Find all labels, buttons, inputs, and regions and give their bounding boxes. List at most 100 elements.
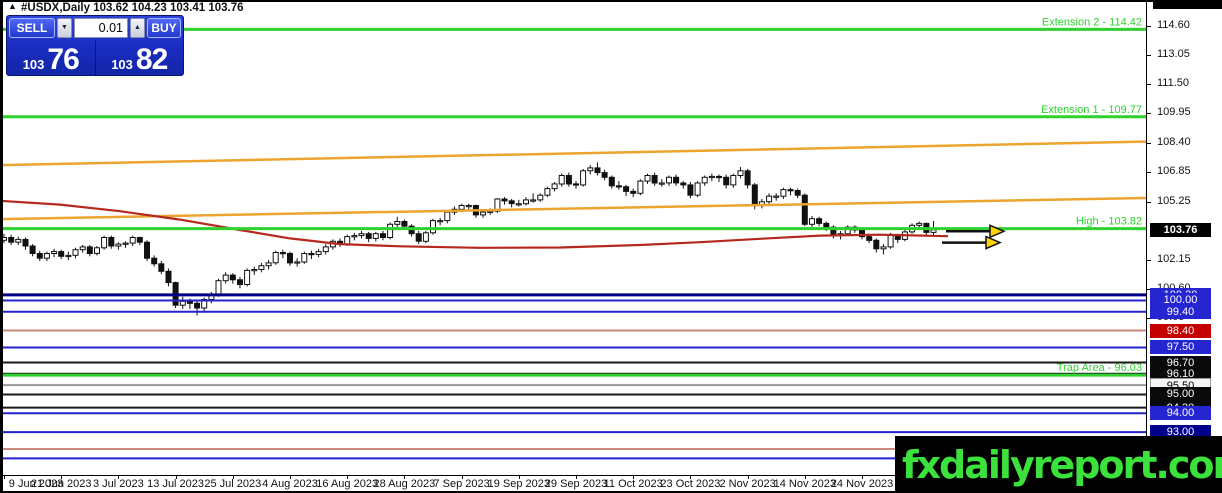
candle-body: [565, 175, 572, 185]
date-tick: [461, 475, 463, 479]
candle-body: [794, 190, 801, 196]
price-tick: [1146, 289, 1151, 290]
lot-stepper-up-button[interactable]: ▲: [130, 18, 145, 38]
candle-body: [823, 222, 830, 228]
chart-symbol-title: #USDX,Daily 103.62 104.23 103.41 103.76: [21, 2, 244, 14]
sell-price-big: 76: [47, 43, 79, 76]
candle-body: [751, 184, 758, 207]
candle-body: [780, 189, 787, 197]
buy-price-small: 103: [111, 57, 133, 72]
candle-body: [494, 198, 501, 212]
price-tick: [1146, 113, 1151, 114]
candle-body: [158, 263, 165, 272]
candle-body: [580, 170, 587, 186]
date-label: 29 Sep 2023: [544, 478, 608, 490]
chevron-up-icon: ▲: [134, 24, 141, 31]
price-level-badge: 96.10: [1150, 367, 1211, 381]
candle-body: [194, 302, 201, 309]
candle-body: [701, 176, 708, 184]
price-tick-label: 113.05: [1157, 48, 1190, 60]
one-click-trading-panel: SELL ▼ ▲ BUY 103 76 103 82: [6, 15, 184, 76]
candle-body: [380, 233, 386, 238]
candle-body: [508, 200, 515, 205]
candle-body: [587, 167, 594, 172]
candle-body: [279, 252, 286, 255]
buy-price-big: 82: [135, 43, 168, 76]
lot-dropdown-button[interactable]: ▼: [57, 18, 72, 38]
date-label: 9 Jun 2023: [8, 478, 64, 490]
candle-body: [465, 205, 472, 208]
candle-body: [86, 246, 93, 254]
candle-body: [651, 175, 658, 184]
candle-body: [115, 243, 122, 247]
candle-body: [8, 237, 15, 243]
candle-body: [287, 253, 293, 264]
candle-body: [215, 280, 222, 296]
candle-body: [65, 254, 72, 258]
date-label: 2 Nov 2023: [719, 478, 776, 490]
candle-body: [79, 246, 86, 251]
candle-body: [487, 210, 494, 213]
candle-body: [873, 239, 880, 250]
candle-body: [444, 211, 451, 222]
candle-body: [680, 182, 687, 186]
candle-body: [36, 253, 43, 259]
candle-body: [344, 236, 351, 245]
price-tick: [1146, 318, 1151, 319]
buy-price-display[interactable]: 103 82: [96, 40, 184, 75]
candle-body: [351, 235, 358, 238]
date-label: 14 Nov 2023: [773, 478, 836, 490]
candle-body: [930, 229, 937, 233]
candle-body: [186, 300, 193, 304]
candle-body: [415, 233, 422, 242]
axis-border-vertical: [1146, 0, 1147, 493]
frame-edge-bottom: [0, 491, 1222, 493]
trade-panel-controls: SELL ▼ ▲ BUY: [7, 16, 183, 38]
candle-body: [94, 247, 100, 254]
date-tick: [518, 475, 520, 479]
arrow-head-icon: [985, 235, 1002, 250]
candle-body: [315, 251, 322, 255]
price-tick: [1146, 202, 1151, 203]
candle-body: [551, 183, 558, 190]
candle-body: [22, 238, 29, 247]
candle-body: [594, 167, 601, 174]
candle-body: [58, 251, 65, 257]
date-tick: [576, 475, 577, 479]
price-level-badge: 93.00: [1150, 425, 1211, 439]
sell-price-display[interactable]: 103 76: [7, 40, 96, 75]
candle-body: [179, 300, 186, 306]
trendline: [0, 196, 1146, 221]
sell-button[interactable]: SELL: [9, 18, 55, 38]
candle-body: [623, 186, 630, 192]
candle-body: [723, 176, 730, 186]
candle-body: [630, 190, 637, 194]
date-tick: [690, 475, 692, 479]
candle-body: [372, 233, 379, 239]
candle-body: [144, 241, 150, 259]
candle-body: [365, 233, 372, 239]
price-tick: [1146, 143, 1151, 144]
price-tick-label: 102.15: [1157, 253, 1191, 265]
buy-button[interactable]: BUY: [147, 18, 181, 38]
candle-body: [573, 183, 579, 186]
candle-body: [773, 195, 780, 198]
price-level-badge: 96.70: [1150, 356, 1211, 370]
price-chart-canvas[interactable]: Extension 2 - 114.42 Extension 1 - 109.77…: [0, 0, 1146, 475]
candle-body: [666, 176, 672, 184]
trendline: [0, 140, 1146, 167]
price-level-badge: 94.00: [1150, 406, 1211, 420]
candle-body: [251, 269, 258, 272]
date-label: 24 Nov 2023: [830, 478, 894, 490]
lot-size-input[interactable]: [74, 18, 128, 38]
candle-body: [258, 265, 265, 271]
candle-body: [694, 182, 701, 196]
candle-body: [322, 246, 329, 253]
candle-body: [108, 237, 115, 247]
date-label: 19 Sep 2023: [487, 478, 550, 490]
date-tick: [290, 475, 291, 479]
price-tick: [1146, 55, 1151, 56]
candle-body: [716, 175, 722, 179]
date-tick: [4, 475, 5, 479]
date-label: 13 Jul 2023: [147, 478, 205, 490]
